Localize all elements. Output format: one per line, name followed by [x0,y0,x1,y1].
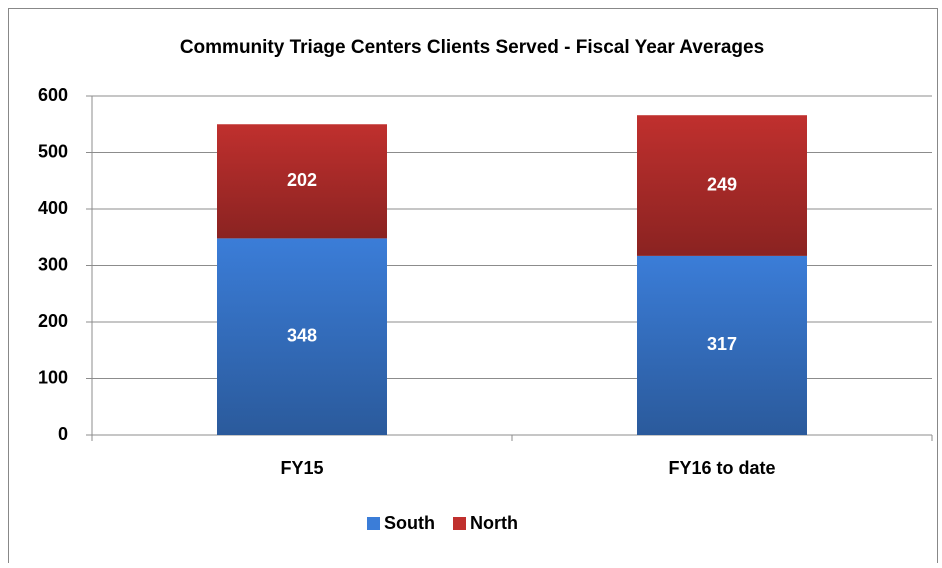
bar-segment [637,115,807,256]
bar-segment [217,238,387,435]
y-tick-label: 200 [38,311,68,331]
bar-segment [217,124,387,239]
y-tick-label: 500 [38,141,68,161]
bar-segment [637,255,807,435]
y-tick-label: 400 [38,198,68,218]
legend-label: South [384,513,435,533]
data-label: 202 [287,170,317,190]
data-label: 249 [707,174,737,194]
legend-label: North [470,513,518,533]
y-tick-label: 100 [38,367,68,387]
x-tick-label: FY16 to date [668,458,775,478]
chart-title: Community Triage Centers Clients Served … [180,37,764,58]
y-tick-label: 300 [38,254,68,274]
data-label: 317 [707,334,737,354]
y-tick-label: 0 [58,424,68,444]
y-tick-label: 600 [38,85,68,105]
legend-swatch [453,517,466,530]
legend-swatch [367,517,380,530]
x-tick-label: FY15 [280,458,323,478]
data-label: 348 [287,325,317,345]
